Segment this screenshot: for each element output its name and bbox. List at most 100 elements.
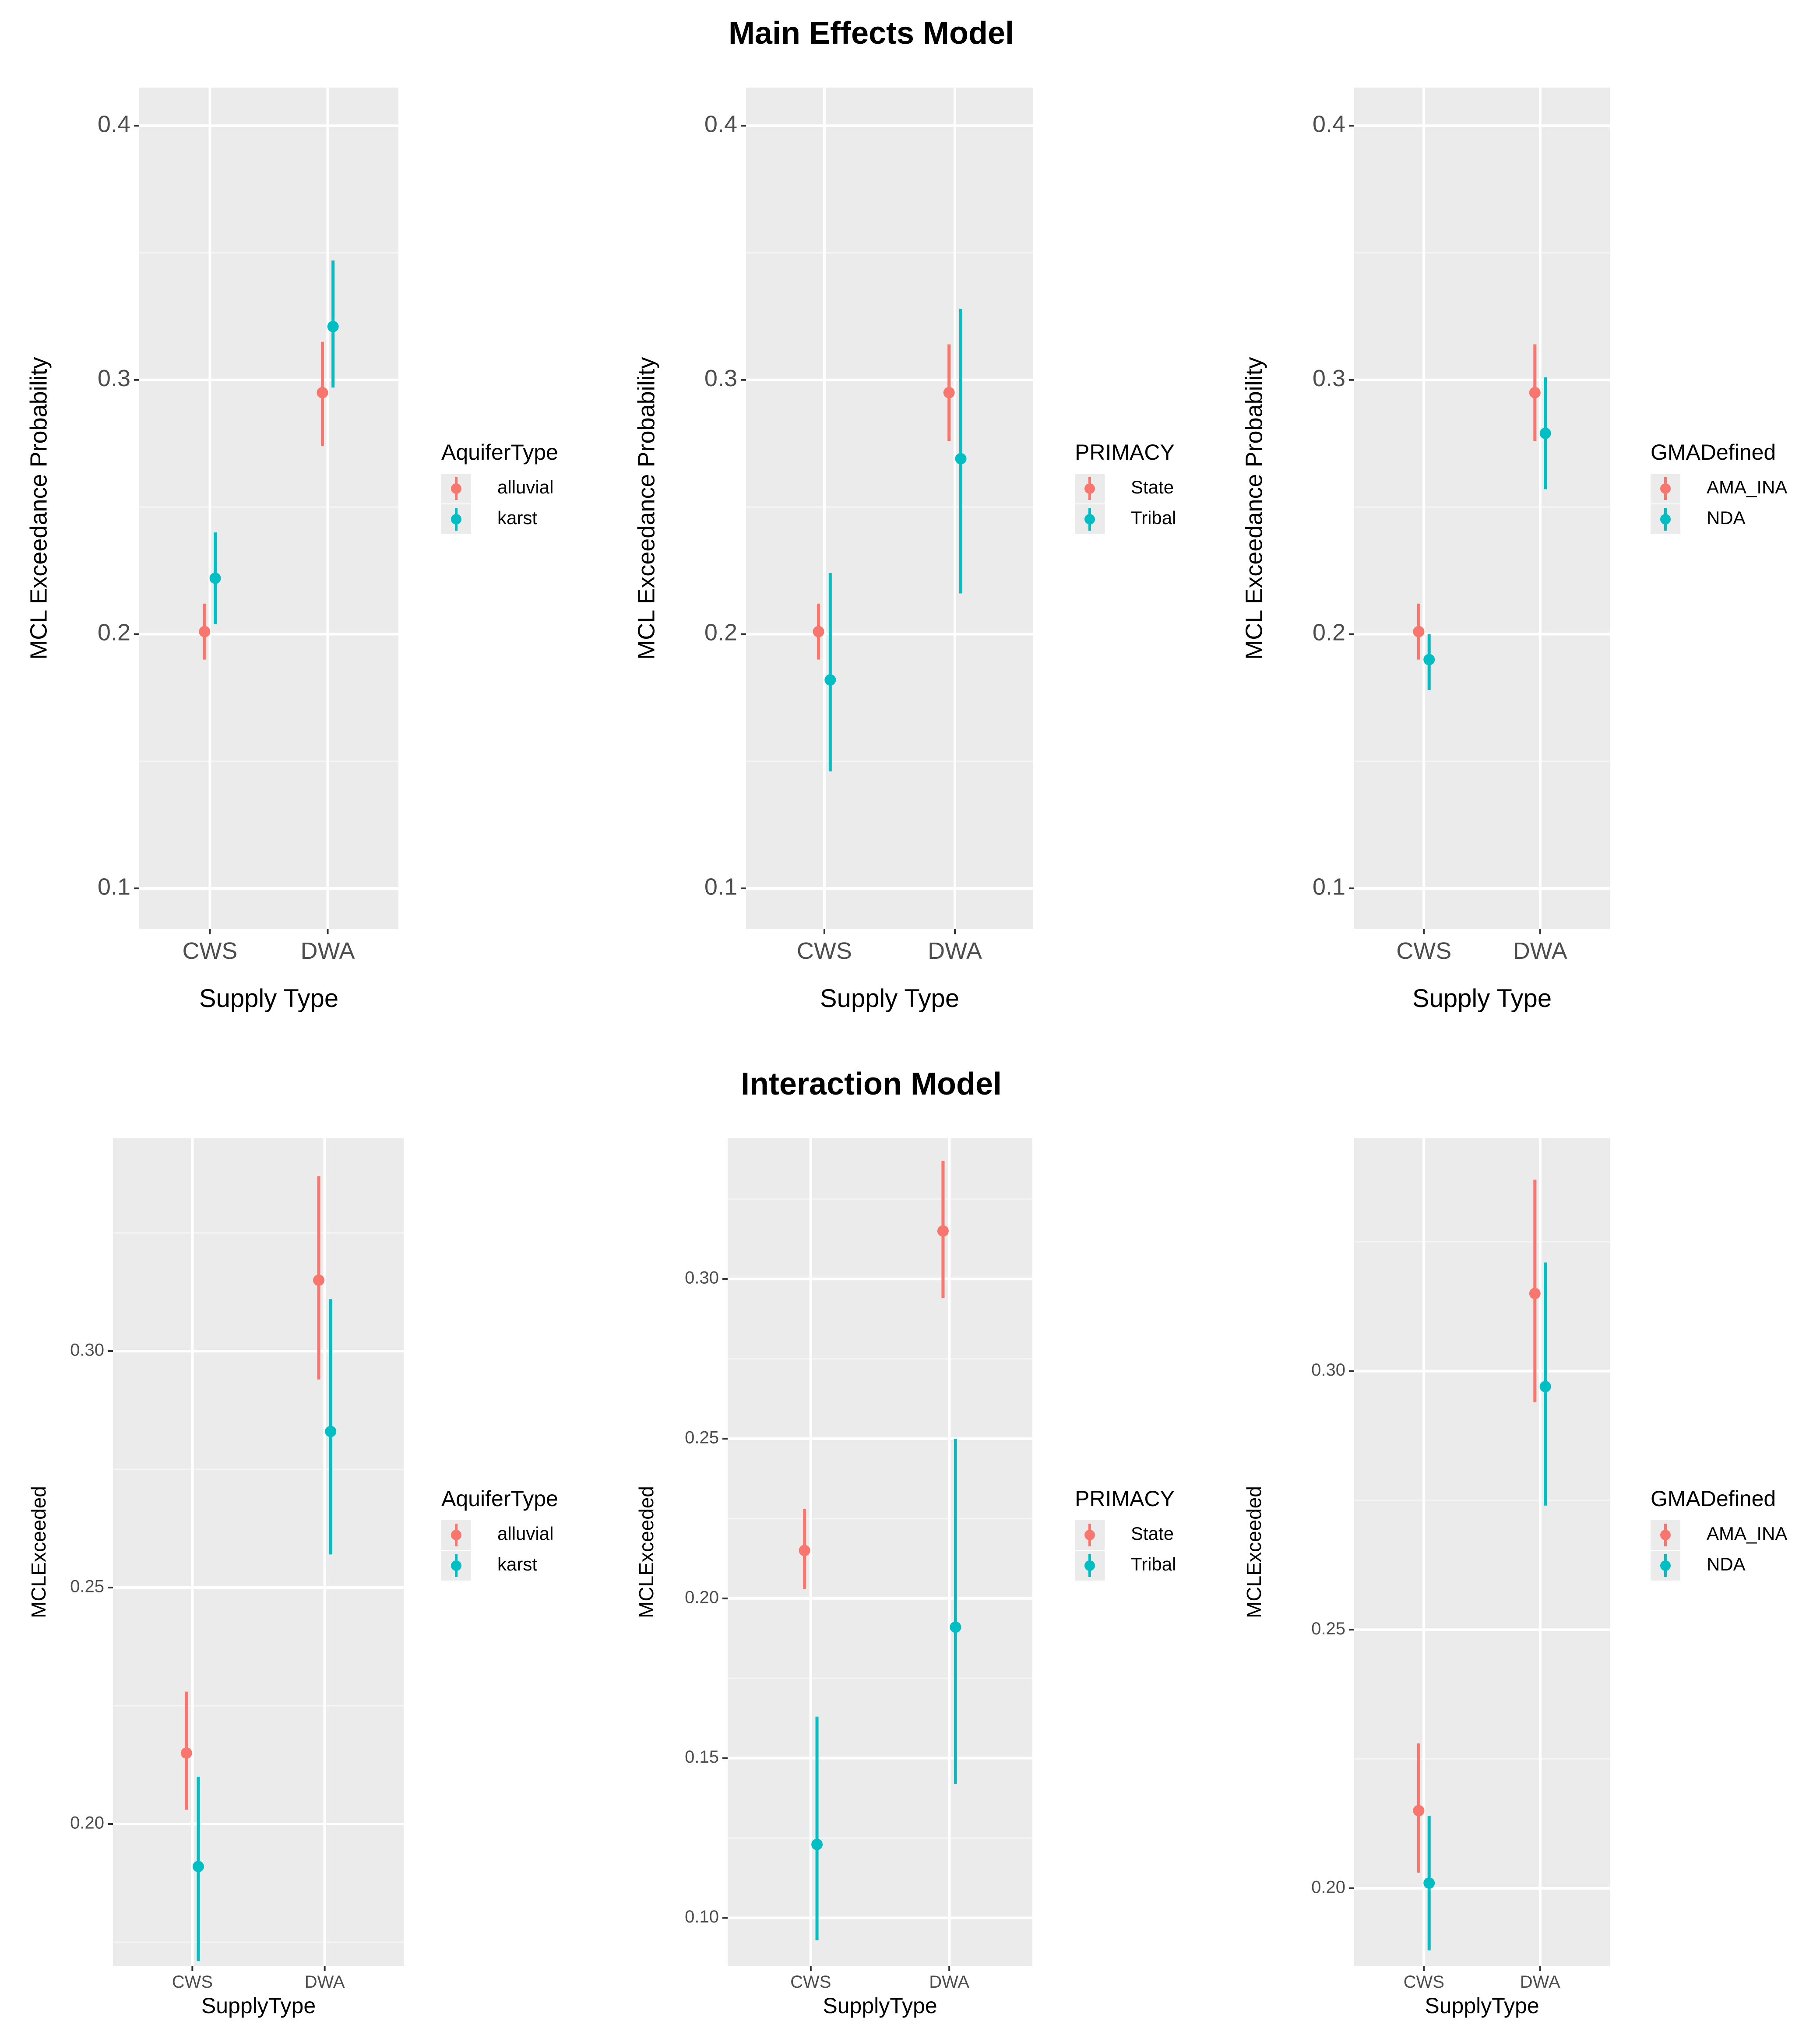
x-tick-label: DWA (929, 1972, 969, 1992)
data-point (1529, 1288, 1541, 1299)
legend-key-point (1084, 1560, 1095, 1571)
y-tick-label: 0.15 (685, 1747, 719, 1767)
legend-key-point (1084, 514, 1095, 525)
x-tick-label: DWA (1520, 1972, 1560, 1992)
y-tick-label: 0.10 (685, 1907, 719, 1926)
chart-panels: 0.1 0.2 0.3 0.4 CWS DWA Supply Type MCL Exceeda… (25, 88, 1787, 2018)
data-point (937, 1225, 949, 1237)
y-tick-label: 0.25 (1311, 1619, 1345, 1638)
y-tick-label: 0.1 (1313, 873, 1345, 900)
legend-title: AquiferType (441, 440, 558, 465)
y-tick-label: 0.4 (1313, 111, 1345, 137)
legend-title: PRIMACY (1075, 440, 1175, 465)
y-axis-title: MCL Exceedance Probability (25, 357, 52, 659)
legend-label: Tribal (1131, 507, 1176, 528)
x-tick-label: DWA (301, 938, 355, 964)
data-point (955, 453, 967, 465)
x-axis-title: SupplyType (1425, 1993, 1539, 2018)
data-point (209, 572, 221, 584)
y-tick-label: 0.2 (704, 620, 737, 646)
legend: PRIMACY State Tribal (1075, 1486, 1176, 1581)
legend-title: GMADefined (1651, 1486, 1776, 1511)
legend-key-point (451, 1530, 461, 1540)
legend-title: GMADefined (1651, 440, 1776, 465)
data-point (950, 1621, 961, 1633)
x-axis-title: Supply Type (1412, 984, 1552, 1013)
data-point (824, 674, 836, 686)
legend-key-point (1660, 1530, 1671, 1540)
data-point (1423, 654, 1435, 665)
data-point (799, 1545, 810, 1556)
x-tick-label: DWA (928, 938, 982, 964)
y-tick-label: 0.1 (704, 873, 737, 900)
y-tick-label: 0.30 (685, 1268, 719, 1288)
panel-background (746, 88, 1033, 929)
legend-label: NDA (1707, 1554, 1746, 1574)
x-tick-label: CWS (790, 1972, 831, 1992)
data-point (317, 387, 328, 398)
y-axis-title: MCL Exceedance Probability (633, 357, 659, 659)
data-point (811, 1838, 823, 1850)
legend-key-point (451, 483, 461, 494)
legend-label: State (1131, 477, 1174, 497)
data-point (313, 1275, 325, 1286)
interaction-title: Interaction Model (741, 1067, 1002, 1102)
chart-panel-1: 0.1 0.2 0.3 0.4 CWS DWA Supply Type MCL Exceeda… (25, 88, 558, 1013)
data-point (1539, 1381, 1551, 1392)
y-tick-label: 0.30 (1311, 1360, 1345, 1380)
data-point (325, 1426, 337, 1437)
legend-key-point (1660, 514, 1671, 525)
data-point (1423, 1877, 1435, 1889)
x-tick-label: CWS (182, 938, 237, 964)
y-tick-label: 0.3 (704, 365, 737, 391)
y-tick-label: 0.25 (685, 1428, 719, 1447)
legend-label: State (1131, 1523, 1174, 1544)
legend-key-point (1660, 483, 1671, 494)
data-point (1413, 626, 1425, 637)
x-tick-label: DWA (1513, 938, 1567, 964)
y-tick-label: 0.30 (70, 1341, 104, 1360)
y-axis-title: MCLExceeded (27, 1486, 50, 1618)
legend-label: Tribal (1131, 1554, 1176, 1574)
legend-key-point (1084, 1530, 1095, 1540)
chart-panel-3: 0.1 0.2 0.3 0.4 CWS DWA Supply Type MCL Exceeda… (1241, 88, 1787, 1013)
y-tick-label: 0.1 (98, 873, 130, 900)
legend-title: PRIMACY (1075, 1486, 1175, 1511)
y-tick-label: 0.4 (98, 111, 130, 137)
legend-key-point (1660, 1560, 1671, 1571)
legend-label: AMA_INA (1707, 1523, 1787, 1544)
data-point (192, 1861, 204, 1873)
panel-background (1354, 1138, 1610, 1966)
legend-label: alluvial (497, 1523, 553, 1544)
legend-label: karst (497, 507, 537, 528)
y-tick-label: 0.25 (70, 1577, 104, 1596)
legend-title: AquiferType (441, 1486, 558, 1511)
data-point (1539, 427, 1551, 439)
data-point (199, 626, 211, 637)
y-axis-title: MCL Exceedance Probability (1241, 357, 1267, 659)
x-tick-label: DWA (305, 1972, 345, 1992)
y-tick-label: 0.2 (98, 620, 130, 646)
panel-background (113, 1138, 404, 1966)
y-axis-title: MCLExceeded (1243, 1486, 1265, 1618)
legend: PRIMACY State Tribal (1075, 440, 1176, 534)
x-tick-label: CWS (172, 1972, 213, 1992)
legend-label: NDA (1707, 507, 1746, 528)
legend: AquiferType alluvial karst (441, 440, 558, 534)
x-axis-title: SupplyType (201, 1993, 316, 2018)
x-tick-label: CWS (1404, 1972, 1444, 1992)
legend-label: alluvial (497, 477, 553, 497)
legend-key-point (1084, 483, 1095, 494)
panel-background (139, 88, 398, 929)
data-point (813, 626, 824, 637)
data-point (327, 320, 339, 332)
chart-panel-2: 0.1 0.2 0.3 0.4 CWS DWA Supply Type MCL Exceeda… (633, 88, 1176, 1013)
legend-key-point (451, 1560, 461, 1571)
data-point (1529, 387, 1541, 398)
x-axis-title: Supply Type (820, 984, 959, 1013)
x-axis-title: Supply Type (199, 984, 338, 1013)
